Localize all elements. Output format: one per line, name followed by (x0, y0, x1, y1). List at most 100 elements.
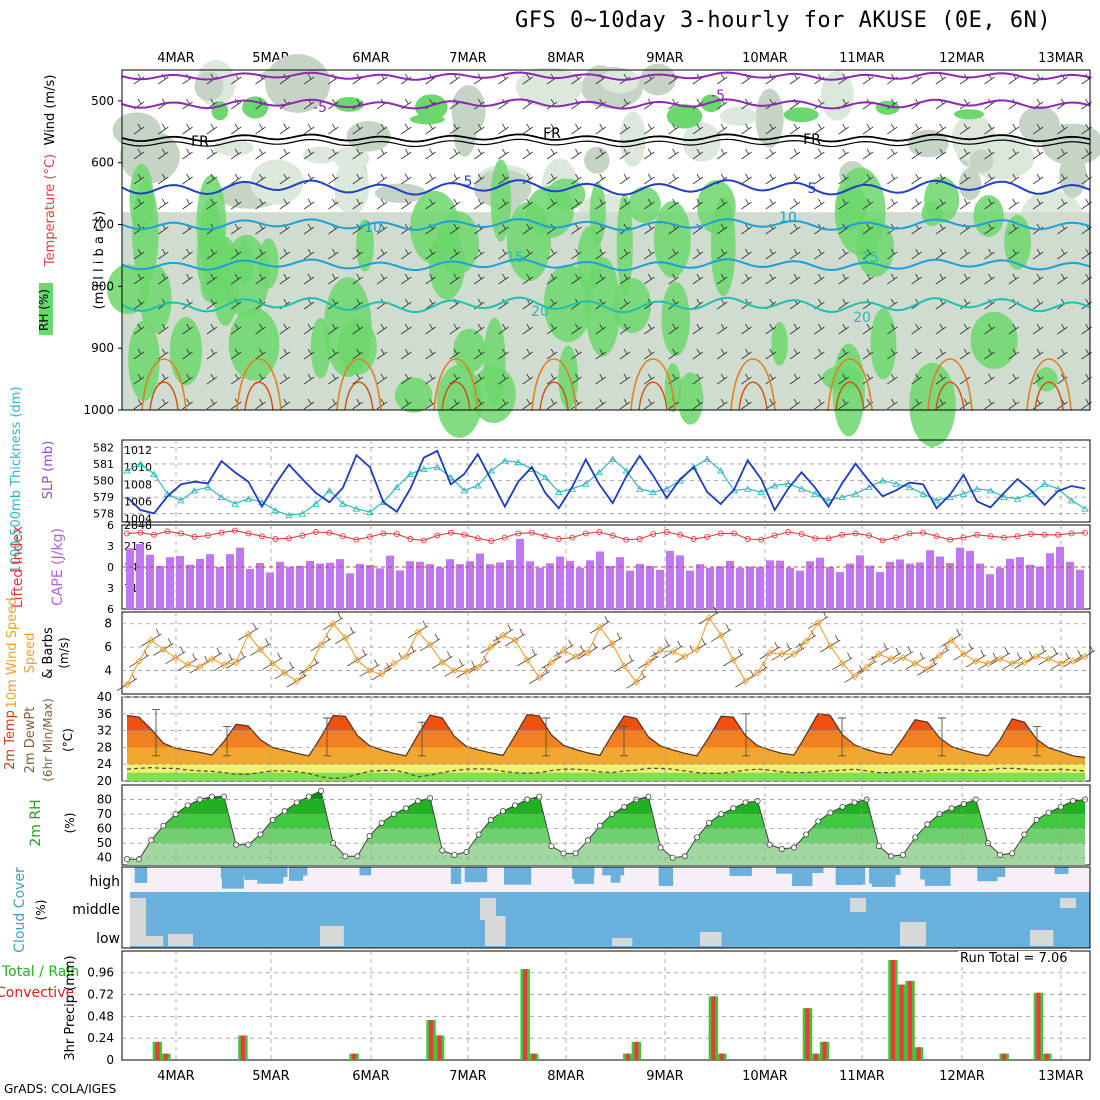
cape-bar (446, 559, 454, 609)
wind-speed-marker (353, 656, 362, 664)
cloud-low-bar (612, 938, 633, 946)
wind-barb (789, 398, 801, 410)
precip-rain-bar (1036, 992, 1041, 1060)
date-label-top: 6MAR (352, 51, 389, 66)
wind-barb (692, 248, 704, 260)
wind-barb (133, 248, 145, 260)
rh-shading (661, 281, 690, 357)
wind-barb (959, 273, 971, 285)
cape-bar (396, 570, 404, 609)
wind-barb (328, 198, 339, 210)
wind-barb (230, 123, 242, 135)
wind-barb (425, 123, 436, 135)
wind-barb (959, 298, 971, 310)
precip-tick-label: 0.72 (87, 988, 114, 1002)
wind-barb (571, 198, 582, 210)
wind-speed-marker (802, 637, 810, 645)
thickness-marker (1000, 493, 1008, 501)
wind-tick-label: 6 (104, 640, 112, 654)
wind-barb (838, 323, 849, 335)
thickness-marker (312, 500, 320, 507)
wind-barb (255, 148, 266, 160)
date-label-top: 8MAR (547, 51, 584, 66)
wind-barb (498, 373, 509, 385)
wind-barb (546, 198, 558, 210)
wind-barb (984, 148, 995, 160)
cape-bar (886, 561, 894, 609)
wind-barb (595, 248, 606, 260)
wind-barb (765, 373, 777, 385)
li-marker (596, 529, 603, 535)
wind-barb (959, 348, 971, 360)
cape-bar (536, 567, 544, 609)
date-label-bottom: 4MAR (157, 1069, 194, 1084)
wind-barb (303, 348, 315, 360)
wind-barb (1057, 323, 1068, 335)
wind-barb (838, 123, 849, 135)
wind-speed-marker (1020, 658, 1029, 667)
wind-barb (571, 273, 582, 285)
wind-barb (716, 223, 728, 235)
cape-bar (416, 561, 424, 609)
wind-speed-marker (620, 662, 628, 670)
cape-bar (1006, 558, 1014, 609)
wind-barb (328, 273, 339, 285)
wind-speed-marker (790, 650, 798, 658)
wind-speed-marker (717, 631, 725, 640)
wind-barb (838, 348, 849, 360)
precip-tick-label: 0.48 (87, 1009, 114, 1023)
precip-rain-bar (907, 980, 913, 1060)
wind-barb (255, 398, 266, 410)
precip-rain-bar (351, 1053, 357, 1060)
wind-barb (473, 123, 485, 135)
wind-barb (838, 398, 849, 410)
thickness-marker (811, 490, 819, 497)
wind-speed-marker (778, 650, 786, 658)
li-marker (515, 530, 522, 537)
wind-barb (376, 348, 388, 360)
thickness-marker (298, 510, 307, 517)
wind-barb (911, 398, 922, 410)
cape-bar (436, 567, 444, 609)
wind-barb (789, 148, 801, 160)
wind-barb (838, 273, 849, 285)
cloud-high-bar (257, 867, 284, 884)
wind-barb (984, 248, 995, 260)
cape-bar (1016, 557, 1024, 609)
wind-barb (206, 123, 218, 135)
wind-barb (303, 373, 315, 385)
wind-barb (911, 323, 922, 335)
isotherm-line (1026, 358, 1072, 411)
slp-label: SLP (mb) (41, 441, 56, 500)
wind-barb (765, 323, 777, 335)
rh-shading (356, 219, 374, 272)
wind-barb (644, 173, 655, 185)
wind-barb (984, 398, 995, 410)
y-tick-label: 600 (91, 156, 114, 170)
rh-marker (487, 816, 494, 823)
wind-barb (984, 173, 995, 185)
wind-speed-marker (875, 650, 883, 658)
rh-shading (242, 96, 269, 119)
rh-shading (334, 159, 369, 215)
wind-barb (984, 123, 995, 135)
cape-bar (246, 568, 254, 609)
cape-bar (406, 561, 414, 609)
wind-speed-marker (863, 663, 871, 671)
temp-tick-label: 36 (97, 707, 112, 721)
cape-bar (656, 569, 664, 609)
wind-barb (984, 223, 995, 235)
rh-bands (127, 790, 1085, 865)
wind-barb (133, 298, 145, 310)
wind-barb (814, 273, 825, 285)
wind-barb (230, 373, 242, 385)
wind-barb (984, 373, 995, 385)
wind-barb (644, 148, 655, 160)
wind-speed-marker (147, 636, 155, 644)
precip-panel (121, 950, 1091, 1061)
precip-rain-bar (531, 1053, 536, 1060)
rh-tick-label: 80 (97, 793, 112, 807)
wind-barb (206, 148, 218, 160)
wind-speed-marker (220, 661, 228, 669)
